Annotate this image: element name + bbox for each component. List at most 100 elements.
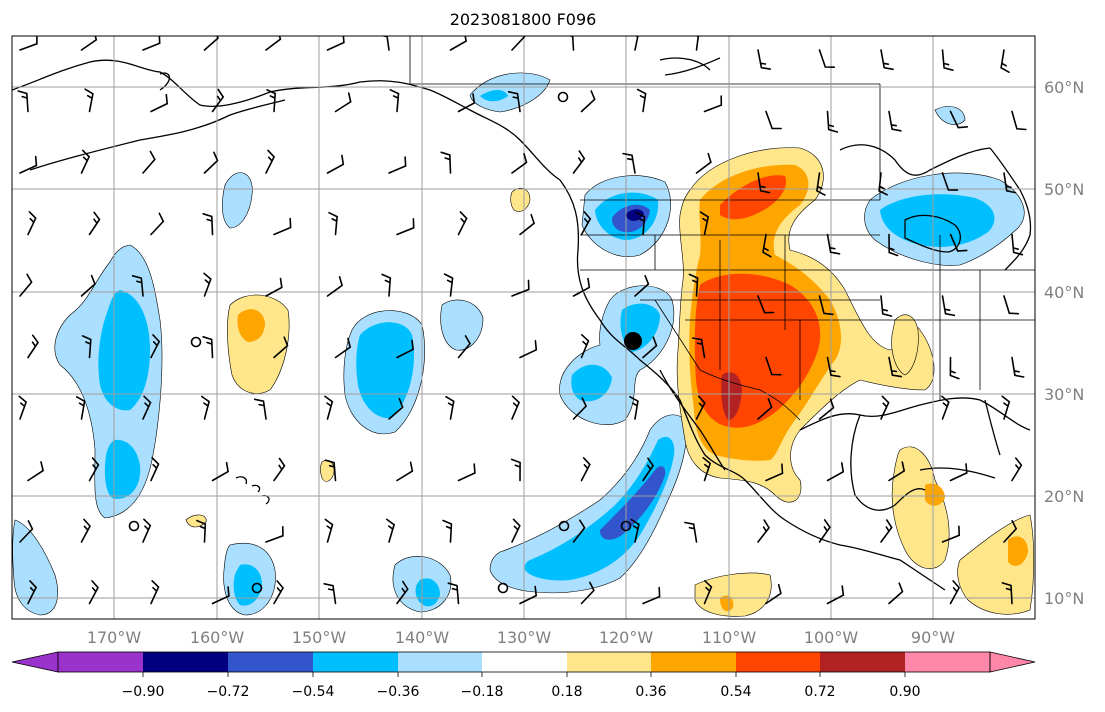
colorbar-swatch [228, 652, 313, 672]
wind-barb-icon [265, 149, 276, 174]
wind-barb-icon [572, 277, 591, 297]
wind-barb-icon [202, 336, 214, 359]
wind-barb-icon [449, 36, 467, 51]
wind-barb-icon [445, 395, 455, 420]
wind-barb-icon [765, 463, 784, 482]
wind-barb-icon [80, 518, 91, 543]
colorbar-swatch [313, 652, 398, 672]
station-dot-icon [624, 332, 642, 350]
wind-barb-icon [202, 213, 214, 236]
colorbar-swatch [905, 652, 990, 672]
wind-barb-icon [1000, 49, 1010, 73]
wind-barb-icon [580, 90, 596, 113]
colorbar-swatch [398, 652, 482, 672]
colorbar-swatch [567, 652, 651, 672]
colorbar-tick-label: −0.54 [292, 684, 335, 700]
wind-barb-icon [142, 518, 152, 543]
wind-barb-icon [334, 92, 352, 113]
wind-barb-icon [941, 525, 961, 543]
lat-label: 30°N [1044, 385, 1084, 404]
wind-barb-icon [826, 356, 841, 378]
wind-barb-icon [88, 211, 101, 236]
wind-barb-icon [949, 463, 968, 482]
lon-label: 90°W [911, 628, 955, 647]
lat-label: 10°N [1044, 589, 1084, 608]
lon-label: 130°W [497, 628, 552, 647]
wind-barb-icon [941, 295, 956, 317]
calm-wind-circle-icon-group [128, 91, 632, 594]
wind-barb-icon [949, 356, 960, 380]
wind-barb-icon [941, 395, 950, 420]
colorbar-tick-label: −0.90 [122, 684, 165, 700]
wind-barb-icon [334, 337, 352, 359]
wind-barb-icon [511, 279, 530, 297]
colorbar-tick-label: 0.72 [804, 684, 835, 700]
wind-barb-icon [818, 49, 836, 68]
wind-barb-icon [1003, 295, 1020, 315]
wind-barb-icon [203, 272, 212, 297]
colorbar-swatch [820, 652, 905, 672]
wind-barb-icon [757, 398, 773, 420]
wind-barb-icon [511, 152, 528, 174]
latitude-labels: 60°N 50°N 40°N 30°N 20°N 10°N [1044, 78, 1084, 608]
wind-barb-icon [511, 36, 526, 51]
wind-barb-icon [642, 586, 661, 605]
wind-barb-icon [622, 152, 636, 174]
wind-barb-icon [326, 276, 344, 297]
wind-barb-icon [519, 340, 538, 359]
colorbar-extend-low [11, 651, 59, 673]
wind-barb-icon [381, 273, 392, 297]
wind-barb-icon [684, 521, 698, 543]
wind-barb-icon [630, 518, 640, 543]
colorbar-swatch [651, 652, 736, 672]
wind-barb-icon [19, 273, 33, 297]
wind-barb-icon [27, 334, 39, 359]
wind-barb-icon [572, 150, 586, 174]
wind-barb-icon [826, 585, 845, 605]
colorbar-tick-label: 0.90 [889, 684, 920, 700]
wind-barb-icon [81, 335, 92, 359]
wind-barb-icon [150, 580, 160, 605]
colorbar-swatch [482, 652, 567, 672]
wind-barb-icon [699, 211, 710, 236]
wind-barb-icon [511, 518, 521, 543]
wind-barb-icon [84, 88, 94, 113]
wind-barb-icon [80, 36, 98, 51]
wind-barb-icon [580, 211, 592, 236]
wind-barb-icon [17, 90, 29, 113]
wind-barb-icon [1011, 110, 1027, 131]
wind-barb-icon [396, 461, 414, 482]
colorbar: −0.90 −0.72 −0.54 −0.36 −0.18 0.18 0.36 … [11, 651, 1036, 700]
wind-barb-icon [396, 580, 409, 605]
wind-barb-icon [142, 150, 156, 174]
wind-barb-icon [1011, 356, 1025, 378]
lon-label: 100°W [804, 628, 859, 647]
wind-barb-icon [266, 89, 277, 113]
lon-label: 140°W [395, 628, 450, 647]
wind-barb-icon [888, 582, 904, 605]
wind-barb-icon [203, 151, 219, 174]
wind-barb-icon [888, 110, 902, 132]
wind-barb-icon [457, 93, 476, 113]
wind-barb-icon [457, 211, 468, 236]
wind-barb-icon [19, 520, 34, 543]
wind-barb-icon [818, 295, 834, 316]
wind-barb-icon [949, 233, 968, 252]
lat-label: 20°N [1044, 487, 1084, 506]
wind-barb-icon [880, 295, 893, 317]
lon-label: 150°W [292, 628, 347, 647]
wind-barb-icon [328, 211, 338, 236]
calm-wind-circle-icon [128, 520, 140, 532]
wind-barb-icon [80, 149, 91, 174]
wind-barb-icon [389, 89, 400, 113]
wind-barb-icon [703, 580, 713, 605]
longitude-labels: 170°W 160°W 150°W 140°W 130°W 120°W 110°… [87, 628, 955, 647]
wind-barb-icon [695, 395, 706, 420]
wind-barb-icon [1011, 457, 1023, 482]
wind-barb-icon [878, 172, 888, 196]
wind-barb-icon [396, 218, 415, 236]
wind-barb-icon [880, 519, 893, 543]
colorbar-tick-label: 0.54 [720, 684, 751, 700]
wind-barb-icon [888, 356, 903, 378]
wind-barb-icon [642, 336, 658, 359]
